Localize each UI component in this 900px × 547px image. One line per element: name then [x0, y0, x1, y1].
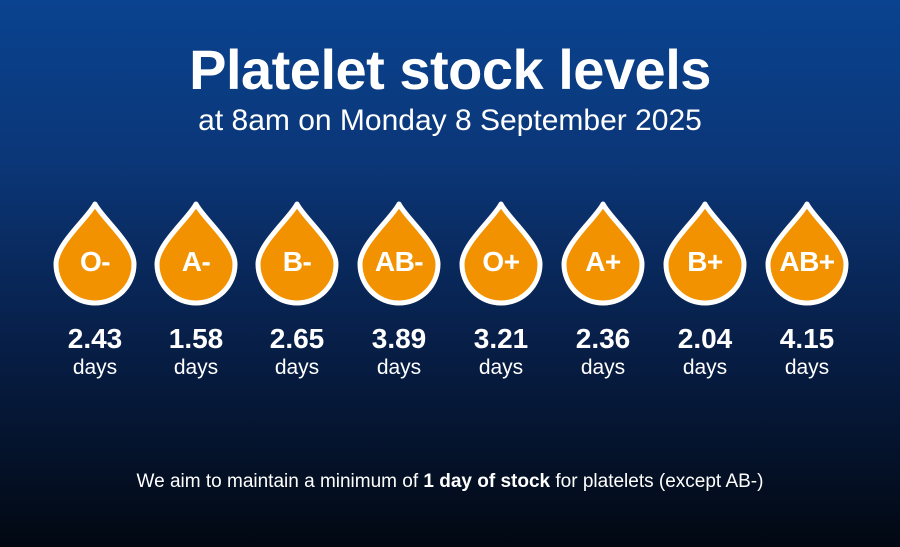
blood-drop-icon [255, 201, 339, 306]
stock-value: 2.04 [677, 323, 733, 354]
drop-a-positive: A+ 2.36 days [558, 200, 648, 390]
stock-value: 4.15 [779, 323, 835, 354]
stock-unit: days [682, 356, 728, 379]
stock-value: 2.65 [269, 323, 325, 354]
stock-unit: days [274, 356, 320, 379]
drop-o-negative: O- 2.43 days [50, 200, 140, 390]
stock-value: 2.43 [67, 323, 123, 354]
stock-levels: O- 2.43 days A- 1.58 days B- 2.65 days A… [0, 200, 900, 390]
drop-b-positive: B+ 2.04 days [660, 200, 750, 390]
drop-ab-positive: AB+ 4.15 days [762, 200, 852, 390]
blood-drop-icon [561, 201, 645, 306]
footer-emphasis: 1 day of stock [423, 471, 551, 492]
stock-value: 3.21 [473, 323, 529, 354]
stock-value: 3.89 [371, 323, 427, 354]
drop-o-positive: O+ 3.21 days [456, 200, 546, 390]
blood-drop-icon [459, 201, 543, 306]
blood-group-label: A- [181, 246, 211, 277]
blood-drop-icon [154, 201, 238, 306]
blood-group-label: O+ [482, 246, 520, 277]
page-subtitle: at 8am on Monday 8 September 2025 [198, 104, 702, 137]
blood-group-label: AB- [374, 246, 424, 277]
blood-group-label: O- [79, 246, 111, 277]
drop-b-negative: B- 2.65 days [252, 200, 342, 390]
footer-text-after: for platelets (except AB-) [550, 471, 764, 492]
blood-drop-icon [765, 201, 849, 306]
blood-group-label: A+ [585, 246, 621, 277]
stock-unit: days [376, 356, 422, 379]
stock-unit: days [173, 356, 219, 379]
stock-unit: days [784, 356, 830, 379]
blood-drop-icon [663, 201, 747, 306]
blood-group-label: B+ [687, 246, 723, 277]
footer-note: We aim to maintain a minimum of 1 day of… [0, 470, 900, 494]
blood-drop-icon [53, 201, 137, 306]
stock-unit: days [580, 356, 626, 379]
page-title: Platelet stock levels [189, 38, 711, 101]
stock-unit: days [478, 356, 524, 379]
stock-unit: days [72, 356, 118, 379]
blood-group-label: AB+ [779, 246, 835, 277]
stock-value: 2.36 [575, 323, 631, 354]
drop-ab-negative: AB- 3.89 days [354, 200, 444, 390]
blood-drop-icon [357, 201, 441, 306]
drop-a-negative: A- 1.58 days [151, 200, 241, 390]
stock-value: 1.58 [168, 323, 224, 354]
blood-group-label: B- [282, 246, 312, 277]
footer-text-before: We aim to maintain a minimum of [136, 471, 424, 492]
